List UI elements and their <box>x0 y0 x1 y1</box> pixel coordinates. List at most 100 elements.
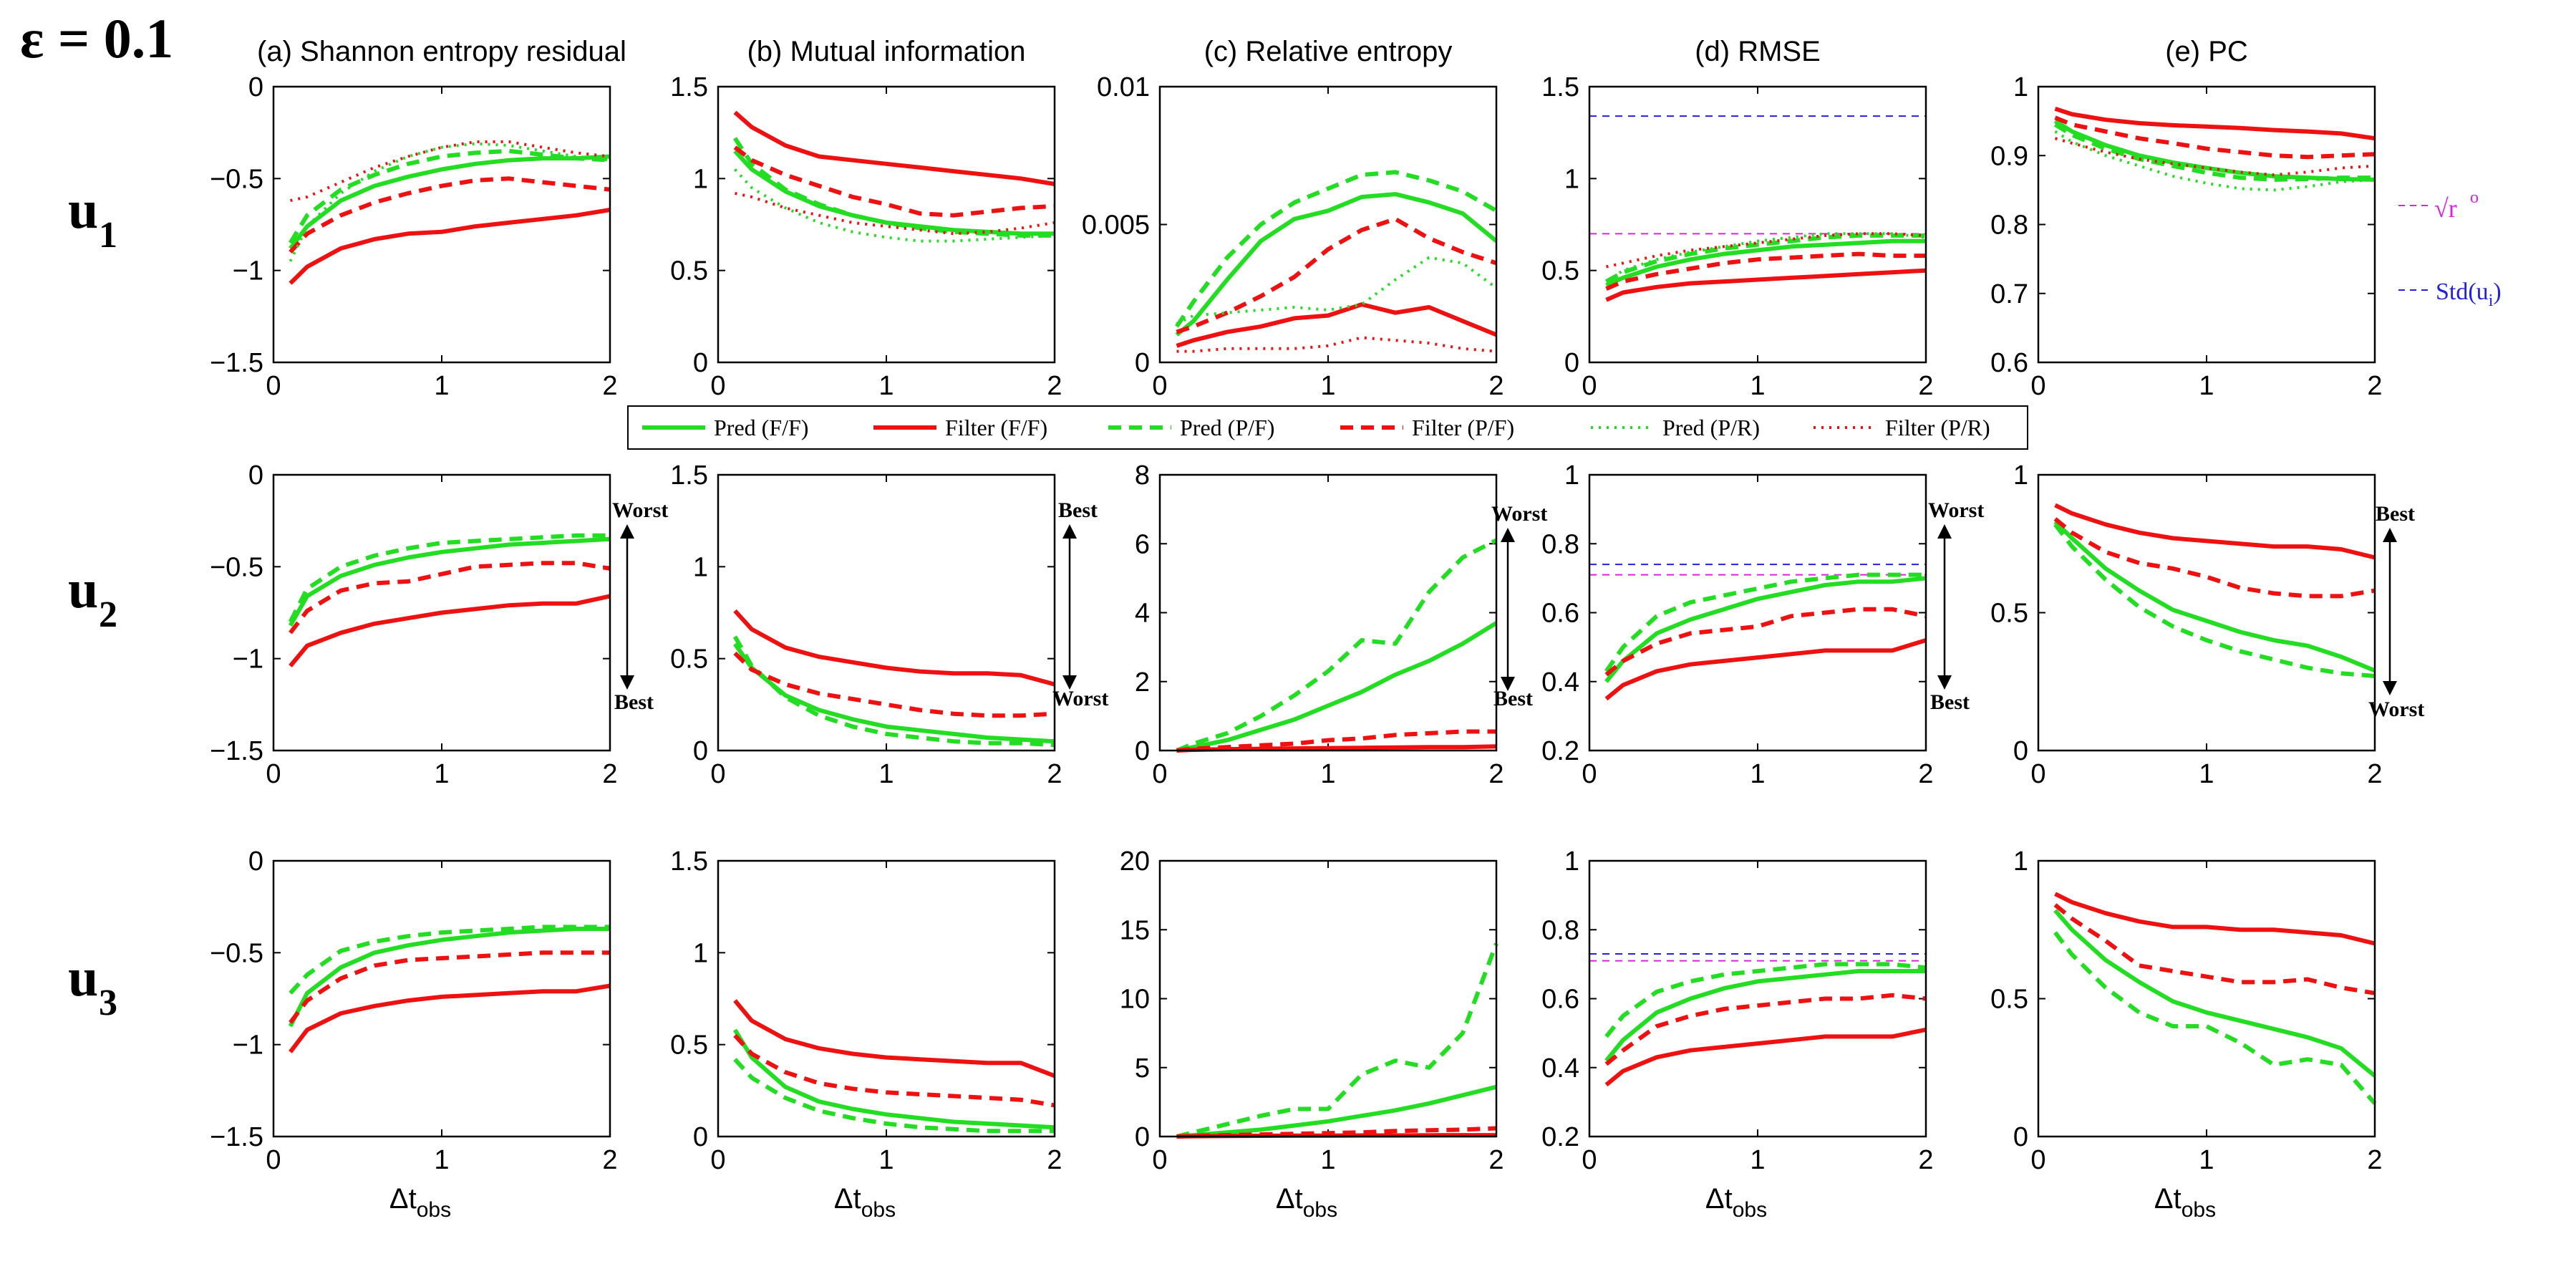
sqrt-r-superscript: o <box>2470 188 2479 207</box>
plot-frame <box>717 85 1056 364</box>
series-line-predFF <box>1176 1084 1497 1139</box>
plot-frame <box>1588 859 1927 1138</box>
plot-frame <box>272 473 611 752</box>
y-tick-label: 1.5 <box>670 460 708 491</box>
series-line-predPF <box>1605 233 1926 284</box>
x-tick-label: 0 <box>1152 371 1167 401</box>
series-line-filtFF <box>1605 268 1927 302</box>
x-tick-label: 2 <box>1047 1145 1062 1175</box>
y-tick-label: −1 <box>233 645 263 675</box>
subplot-u3-b: 0 0.5 1 1.5 0 1 2 Δtobs <box>670 846 1062 1222</box>
series-line-predPF <box>1176 538 1498 753</box>
series-line-filtPR <box>1176 336 1497 353</box>
svg-text:1: 1 <box>99 215 117 256</box>
svg-text:2: 2 <box>99 594 117 635</box>
y-tick-label: 0 <box>693 736 708 766</box>
x-tick-label: 1 <box>2199 371 2214 401</box>
x-tick-label: 2 <box>1488 371 1504 401</box>
plot-frame <box>1588 473 1927 752</box>
y-tick-label: 0.7 <box>1990 279 2028 309</box>
y-tick-label: 0.2 <box>1541 736 1579 766</box>
subplot-u3-d: 0.2 0.4 0.6 0.8 1 0 1 2 Δtobs <box>1541 846 1933 1222</box>
legend-box <box>627 405 2028 450</box>
indicator-rmse-arrow-bottom <box>1937 675 1952 690</box>
subplot-u1-b: 0 0.5 1 1.5 0 1 2 (b) Mutual information <box>670 36 1062 401</box>
y-tick-label: 0.4 <box>1541 667 1579 698</box>
series-line-filtPF <box>733 1033 1055 1108</box>
series-line-predPR <box>289 142 611 262</box>
indicator-relative: Worst Best <box>1491 502 1547 710</box>
plot-frame <box>272 859 611 1138</box>
plot-frame <box>1158 473 1498 752</box>
y-tick-label: 0.5 <box>1541 256 1579 286</box>
x-tick-label: 0 <box>2030 759 2045 789</box>
plot-frame <box>717 859 1056 1138</box>
x-tick-label: 1 <box>1320 759 1335 789</box>
series-line-predFF <box>2053 520 2376 673</box>
y-tick-label: 0 <box>693 1122 708 1152</box>
plot-background <box>1589 87 1926 362</box>
series-line-filtPF <box>2053 517 2376 599</box>
x-tick-label: 2 <box>1047 759 1062 789</box>
series-line-filtFF <box>733 999 1056 1079</box>
y-tick-label: −0.5 <box>210 552 263 582</box>
y-tick-label: 1 <box>2013 72 2028 102</box>
y-tick-label: 0 <box>1135 1122 1150 1152</box>
subplot-u2-a: −1.5 −1 −0.5 0 0 1 2 <box>210 460 618 789</box>
series-line-filtFF <box>733 609 1055 687</box>
y-tick-label: 1 <box>693 164 708 194</box>
x-tick-label: 1 <box>2199 1145 2214 1175</box>
series-line-predFF <box>1604 969 1926 1062</box>
subplot-u2-c: 0 2 4 6 8 0 1 2 <box>1135 460 1504 789</box>
y-tick-label: 0.5 <box>670 1031 708 1061</box>
indicator-pc-bottom: Worst <box>2368 698 2424 721</box>
series-line-filtPF <box>289 950 610 1024</box>
y-tick-label: 1 <box>693 938 708 968</box>
x-tick-label: 2 <box>2367 759 2382 789</box>
series-line-filtPF <box>289 176 611 254</box>
plot-background <box>2038 475 2375 751</box>
plot-background <box>718 475 1055 751</box>
y-tick-label: 1 <box>1564 460 1579 491</box>
x-axis-label: Δtobs <box>834 1183 896 1222</box>
plot-background <box>1589 475 1926 751</box>
series-line-predFF <box>2053 909 2376 1078</box>
indicator-rmse-arrow-top <box>1937 524 1952 539</box>
y-tick-label: 0 <box>693 348 708 378</box>
series-line-predFF <box>1605 238 1926 287</box>
series-line-filtPF <box>733 145 1055 218</box>
indicator-rmse: Worst Best <box>1928 498 1984 714</box>
subplot-grid: −1.5−1−0.500 1 2(a) Shannon entropy residu… <box>210 36 2383 1222</box>
y-tick-label: 0 <box>1135 736 1150 766</box>
x-tick-label: 0 <box>266 759 281 789</box>
indicator-relative-arrow-top <box>1501 528 1515 542</box>
plot-frame <box>2037 859 2376 1138</box>
x-tick-label: 0 <box>266 371 281 401</box>
x-tick-label: 2 <box>1047 371 1062 401</box>
y-tick-label: 1.5 <box>670 846 708 877</box>
x-tick-label: 0 <box>1582 1145 1597 1175</box>
legend-label-filtPR: Filter (P/R) <box>1885 415 1990 440</box>
series-line-predPF <box>1175 170 1498 328</box>
plot-background <box>1160 861 1496 1137</box>
series-line-filtFF <box>289 594 611 667</box>
x-axis-label: Δtobs <box>1276 1183 1337 1222</box>
x-tick-label: 0 <box>1582 759 1597 789</box>
y-tick-label: −1 <box>233 1031 263 1061</box>
svg-text:u: u <box>68 559 98 619</box>
y-tick-label: 0.8 <box>1541 529 1579 559</box>
legend-label-predPR: Pred (P/R) <box>1662 415 1760 440</box>
indicator-mutual-bottom: Worst <box>1052 687 1108 710</box>
series-line-predPF <box>1604 572 1926 673</box>
y-tick-label: 1.5 <box>670 72 708 102</box>
y-tick-label: 0.2 <box>1541 1122 1579 1152</box>
y-tick-label: 5 <box>1135 1053 1150 1084</box>
series-line-predFF <box>1175 192 1498 337</box>
legend-label-predFF: Pred (F/F) <box>714 415 808 440</box>
y-tick-label: 0.5 <box>670 645 708 675</box>
x-tick-label: 2 <box>602 1145 617 1175</box>
x-tick-label: 0 <box>1152 759 1167 789</box>
plot-background <box>1589 861 1926 1137</box>
x-tick-label: 1 <box>1750 1145 1765 1175</box>
